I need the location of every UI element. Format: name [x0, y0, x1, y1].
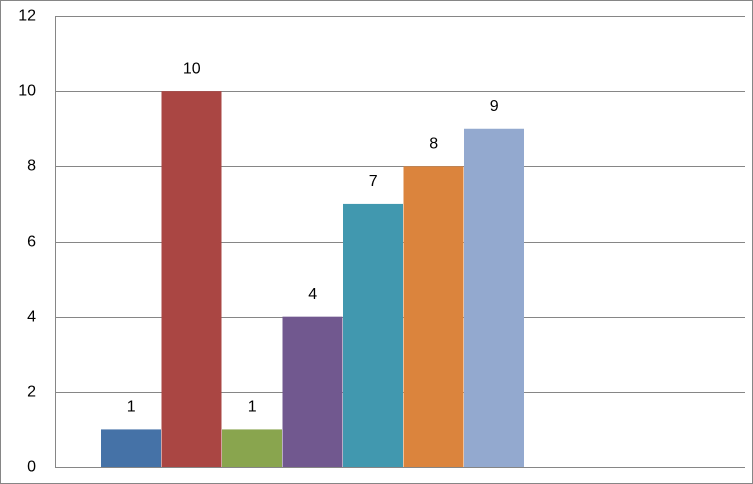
data-label: 1 [127, 399, 136, 416]
bar [161, 91, 222, 468]
y-tick-label: 2 [27, 384, 36, 401]
y-tick-label: 4 [27, 309, 36, 326]
y-tick-label: 12 [18, 8, 36, 25]
y-tick-label: 6 [27, 234, 36, 251]
y-tick-label: 8 [27, 158, 36, 175]
bar [222, 429, 282, 467]
y-tick-label: 10 [18, 83, 36, 100]
data-label: 1 [248, 399, 257, 416]
bar [403, 166, 464, 468]
data-label: 7 [369, 173, 378, 190]
data-label: 8 [429, 136, 438, 153]
data-label: 9 [490, 98, 499, 115]
bar [101, 429, 161, 467]
bar [282, 316, 343, 467]
data-label: 4 [308, 286, 317, 303]
data-label: 10 [183, 60, 201, 77]
y-tick-label: 0 [27, 459, 36, 476]
bar [464, 128, 524, 467]
bar [343, 203, 403, 467]
